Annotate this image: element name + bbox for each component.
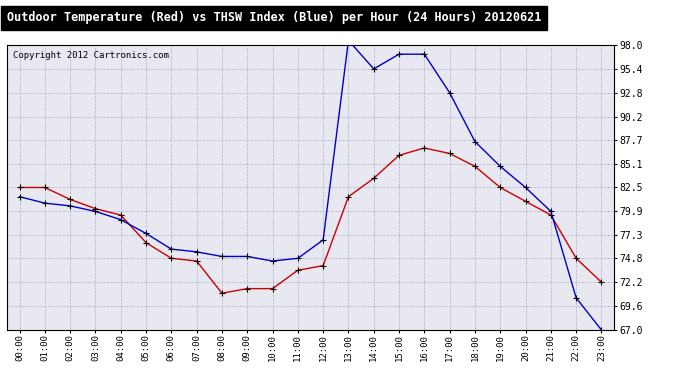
Text: Outdoor Temperature (Red) vs THSW Index (Blue) per Hour (24 Hours) 20120621: Outdoor Temperature (Red) vs THSW Index … [7,11,541,24]
Text: Copyright 2012 Cartronics.com: Copyright 2012 Cartronics.com [13,51,169,60]
